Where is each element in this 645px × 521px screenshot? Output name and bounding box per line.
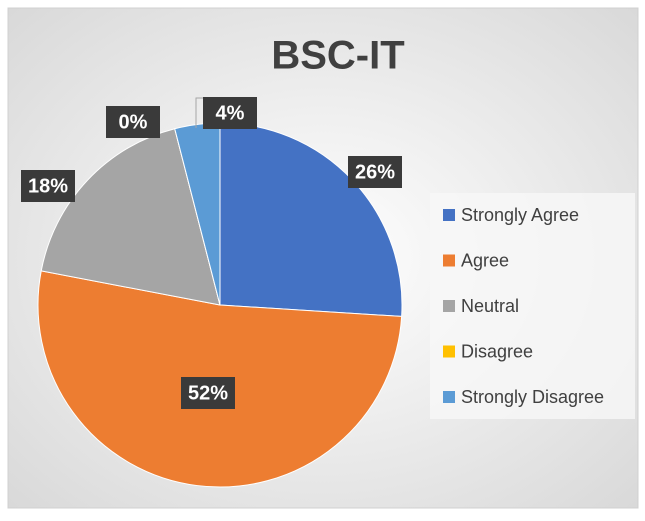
data-label: 18% xyxy=(28,175,68,197)
legend: Strongly Agree Agree Neutral Disagree Strong… xyxy=(443,205,604,407)
legend-label: Agree xyxy=(461,250,509,270)
legend-label: Disagree xyxy=(461,341,533,361)
data-label: 52% xyxy=(188,382,228,404)
legend-swatch xyxy=(443,345,455,358)
data-label-box xyxy=(106,106,160,138)
legend-swatch xyxy=(443,254,455,267)
legend-label: Strongly Disagree xyxy=(461,387,604,407)
data-label: 0% xyxy=(119,111,148,133)
chart-title: BSC-IT xyxy=(271,34,404,78)
legend-label: Neutral xyxy=(461,296,519,316)
legend-label: Strongly Agree xyxy=(461,205,579,225)
data-label-box xyxy=(181,377,235,409)
legend-swatch xyxy=(443,209,455,221)
data-label-box xyxy=(21,170,75,202)
data-label: 26% xyxy=(355,161,395,183)
data-label-box xyxy=(348,156,402,188)
pie xyxy=(37,122,403,488)
data-label-box xyxy=(203,97,257,129)
legend-swatch xyxy=(443,300,455,312)
data-label: 4% xyxy=(216,102,245,124)
legend-box xyxy=(430,193,635,419)
data-labels: 26% 52% 18% 0% 4% xyxy=(21,97,402,409)
legend-swatch xyxy=(443,391,455,403)
